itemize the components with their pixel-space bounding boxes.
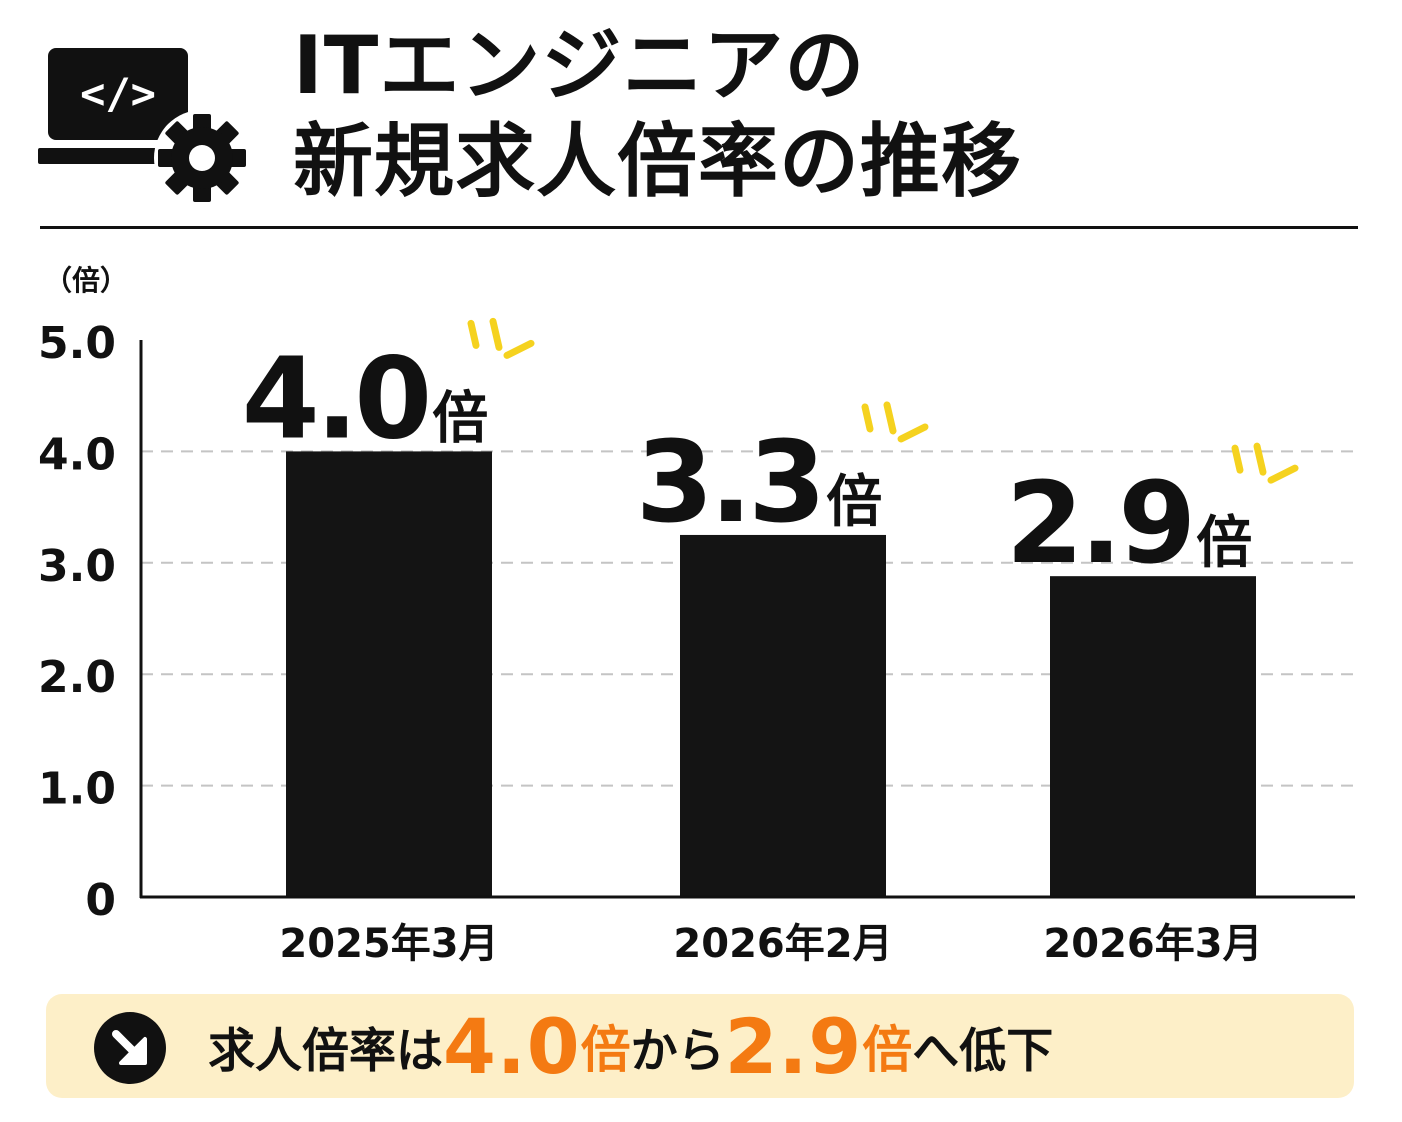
summary-to-value: 2.9: [724, 1001, 863, 1091]
bar-value-label: 4.0倍: [242, 334, 488, 464]
label-accents: [467, 317, 1299, 484]
bar-value-unit: 倍: [1196, 511, 1252, 576]
title-line-2: 新規求人倍率の推移: [293, 115, 1022, 208]
header-divider: [40, 226, 1358, 229]
label-accent-mark: [503, 339, 535, 359]
page-title: ITエンジニアの 新規求人倍率の推移: [293, 18, 1022, 210]
svg-text:</>: </>: [80, 69, 156, 118]
summary-banner: 求人倍率は 4.0 倍 から 2.9 倍 へ低下: [46, 994, 1354, 1098]
y-tick-label: 2.0: [38, 652, 116, 703]
label-accent-mark: [861, 403, 874, 433]
label-accent-mark: [883, 401, 897, 435]
bars: 4.0倍 3.3倍 2.9倍: [242, 334, 1256, 897]
y-tick-label: 0: [85, 875, 116, 926]
label-accent-mark: [1231, 444, 1244, 474]
summary-text-from: から: [630, 1023, 725, 1079]
x-tick-label: 2026年2月: [673, 921, 892, 967]
title-line-1: ITエンジニアの: [293, 19, 866, 112]
y-tick-label: 3.0: [38, 541, 116, 592]
x-tick-label: 2025年3月: [279, 921, 498, 967]
label-accent-mark: [897, 423, 929, 443]
bar-value-label: 2.9倍: [1006, 459, 1252, 589]
x-tick-label: 2026年3月: [1043, 921, 1262, 967]
bar-value-number: 3.3: [636, 418, 822, 548]
bar-value-label: 3.3倍: [636, 418, 882, 548]
y-tick-label: 5.0: [38, 318, 116, 369]
summary-text-suffix: へ低下: [912, 1023, 1054, 1079]
label-accent-mark: [1267, 464, 1299, 484]
bar-value-unit: 倍: [432, 386, 488, 451]
summary-to-unit: 倍: [862, 1021, 913, 1079]
y-axis-unit-label: （倍）: [44, 264, 128, 297]
bar: [286, 451, 492, 897]
bar-value-number: 4.0: [242, 334, 428, 464]
x-axis-ticks: 2025年3月 2026年2月 2026年3月: [279, 921, 1262, 967]
label-accent-mark: [489, 317, 503, 351]
summary-text-prefix: 求人倍率は: [208, 1023, 443, 1079]
y-tick-label: 1.0: [38, 764, 116, 815]
summary-from-value: 4.0: [443, 1001, 581, 1091]
bar: [1050, 576, 1256, 897]
arrow-down-right-icon: [94, 1012, 166, 1084]
bar-value-unit: 倍: [826, 470, 882, 535]
bar: [680, 534, 886, 897]
summary-text: 求人倍率は 4.0 倍 から 2.9 倍 へ低下: [208, 994, 1053, 1098]
label-accent-mark: [467, 319, 480, 349]
bar-value-number: 2.9: [1006, 459, 1192, 589]
y-axis-ticks: 0 1.0 2.0 3.0 4.0 5.0: [38, 318, 116, 926]
bar-chart: （倍） 01.02.03.04.05.0 4.0倍 3.3倍 2.9倍 2025年3…: [38, 264, 1355, 967]
laptop-code-gear-icon: </>: [38, 48, 248, 206]
label-accent-mark: [1253, 442, 1267, 476]
summary-from-unit: 倍: [580, 1021, 631, 1079]
y-tick-label: 4.0: [38, 429, 116, 480]
